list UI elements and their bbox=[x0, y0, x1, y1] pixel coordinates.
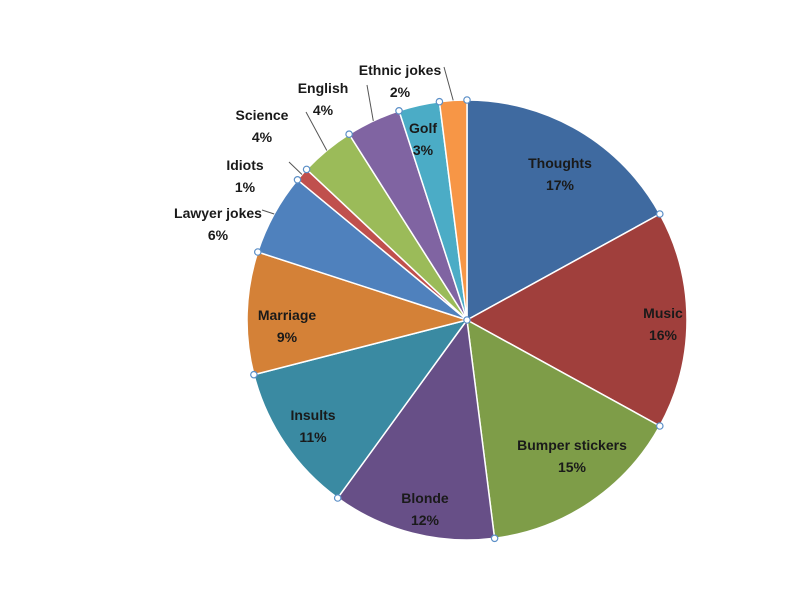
selection-handle[interactable] bbox=[345, 130, 353, 139]
slice-percent-lawyer-jokes: 6% bbox=[208, 227, 229, 243]
slice-label-thoughts: Thoughts bbox=[528, 155, 592, 171]
pie-slice-insults bbox=[252, 318, 469, 500]
pie-slices bbox=[246, 99, 688, 541]
slice-percent-music: 16% bbox=[649, 327, 678, 343]
slice-label-bumper-stickers: Bumper stickers bbox=[517, 437, 627, 453]
selection-handle[interactable] bbox=[435, 97, 444, 106]
selection-handle[interactable] bbox=[463, 96, 471, 104]
slice-percent-idiots: 1% bbox=[235, 179, 256, 195]
pie-slice-marriage bbox=[246, 251, 470, 376]
slice-label-insults: Insults bbox=[290, 407, 335, 423]
selection-handle[interactable] bbox=[250, 370, 258, 379]
pie-slice-blonde bbox=[336, 318, 496, 541]
selection-handle[interactable] bbox=[293, 176, 302, 184]
slice-percent-insults: 11% bbox=[299, 429, 327, 445]
slice-label-lawyer-jokes: Lawyer jokes bbox=[174, 205, 262, 221]
selection-handle[interactable] bbox=[490, 534, 499, 543]
slice-percent-ethnic-jokes: 2% bbox=[390, 84, 411, 100]
selection-handle[interactable] bbox=[655, 210, 664, 218]
slice-label-ethnic-jokes: Ethnic jokes bbox=[359, 62, 442, 78]
slice-label-golf: Golf bbox=[409, 120, 437, 136]
pie-slice-bumper-stickers bbox=[466, 318, 661, 540]
slice-percent-golf: 3% bbox=[413, 142, 434, 158]
slice-percent-science: 4% bbox=[252, 129, 273, 145]
slice-label-marriage: Marriage bbox=[258, 307, 317, 323]
leader-line-idiots bbox=[288, 161, 303, 175]
selection-handle[interactable] bbox=[253, 248, 262, 256]
slice-label-blonde: Blonde bbox=[401, 490, 449, 506]
leader-line-science bbox=[305, 111, 328, 151]
slice-percent-thoughts: 17% bbox=[546, 177, 575, 193]
center-handle[interactable] bbox=[463, 316, 471, 324]
slice-percent-english: 4% bbox=[313, 102, 334, 118]
selection-handles bbox=[250, 96, 664, 543]
slice-label-english: English bbox=[298, 80, 349, 96]
slice-percent-marriage: 9% bbox=[277, 329, 298, 345]
pie-slice-music bbox=[465, 212, 688, 428]
selection-handle[interactable] bbox=[395, 107, 403, 115]
leader-line-ethnic-jokes bbox=[443, 66, 454, 101]
selection-handle[interactable] bbox=[302, 165, 311, 174]
leader-line-lawyer-jokes bbox=[261, 209, 275, 215]
selection-handle[interactable] bbox=[333, 494, 342, 502]
pie-slice-thoughts bbox=[466, 99, 661, 322]
slice-label-music: Music bbox=[643, 305, 683, 321]
slice-percent-bumper-stickers: 15% bbox=[558, 459, 587, 475]
slice-label-science: Science bbox=[236, 107, 289, 123]
leader-line-english bbox=[366, 84, 374, 121]
leader-lines bbox=[261, 66, 454, 215]
slice-percent-blonde: 12% bbox=[411, 512, 440, 528]
slice-label-idiots: Idiots bbox=[226, 157, 264, 173]
selection-handle[interactable] bbox=[655, 422, 664, 430]
slice-labels: Thoughts 17% Music 16% Bumper stickers 15% Blo… bbox=[174, 62, 683, 528]
